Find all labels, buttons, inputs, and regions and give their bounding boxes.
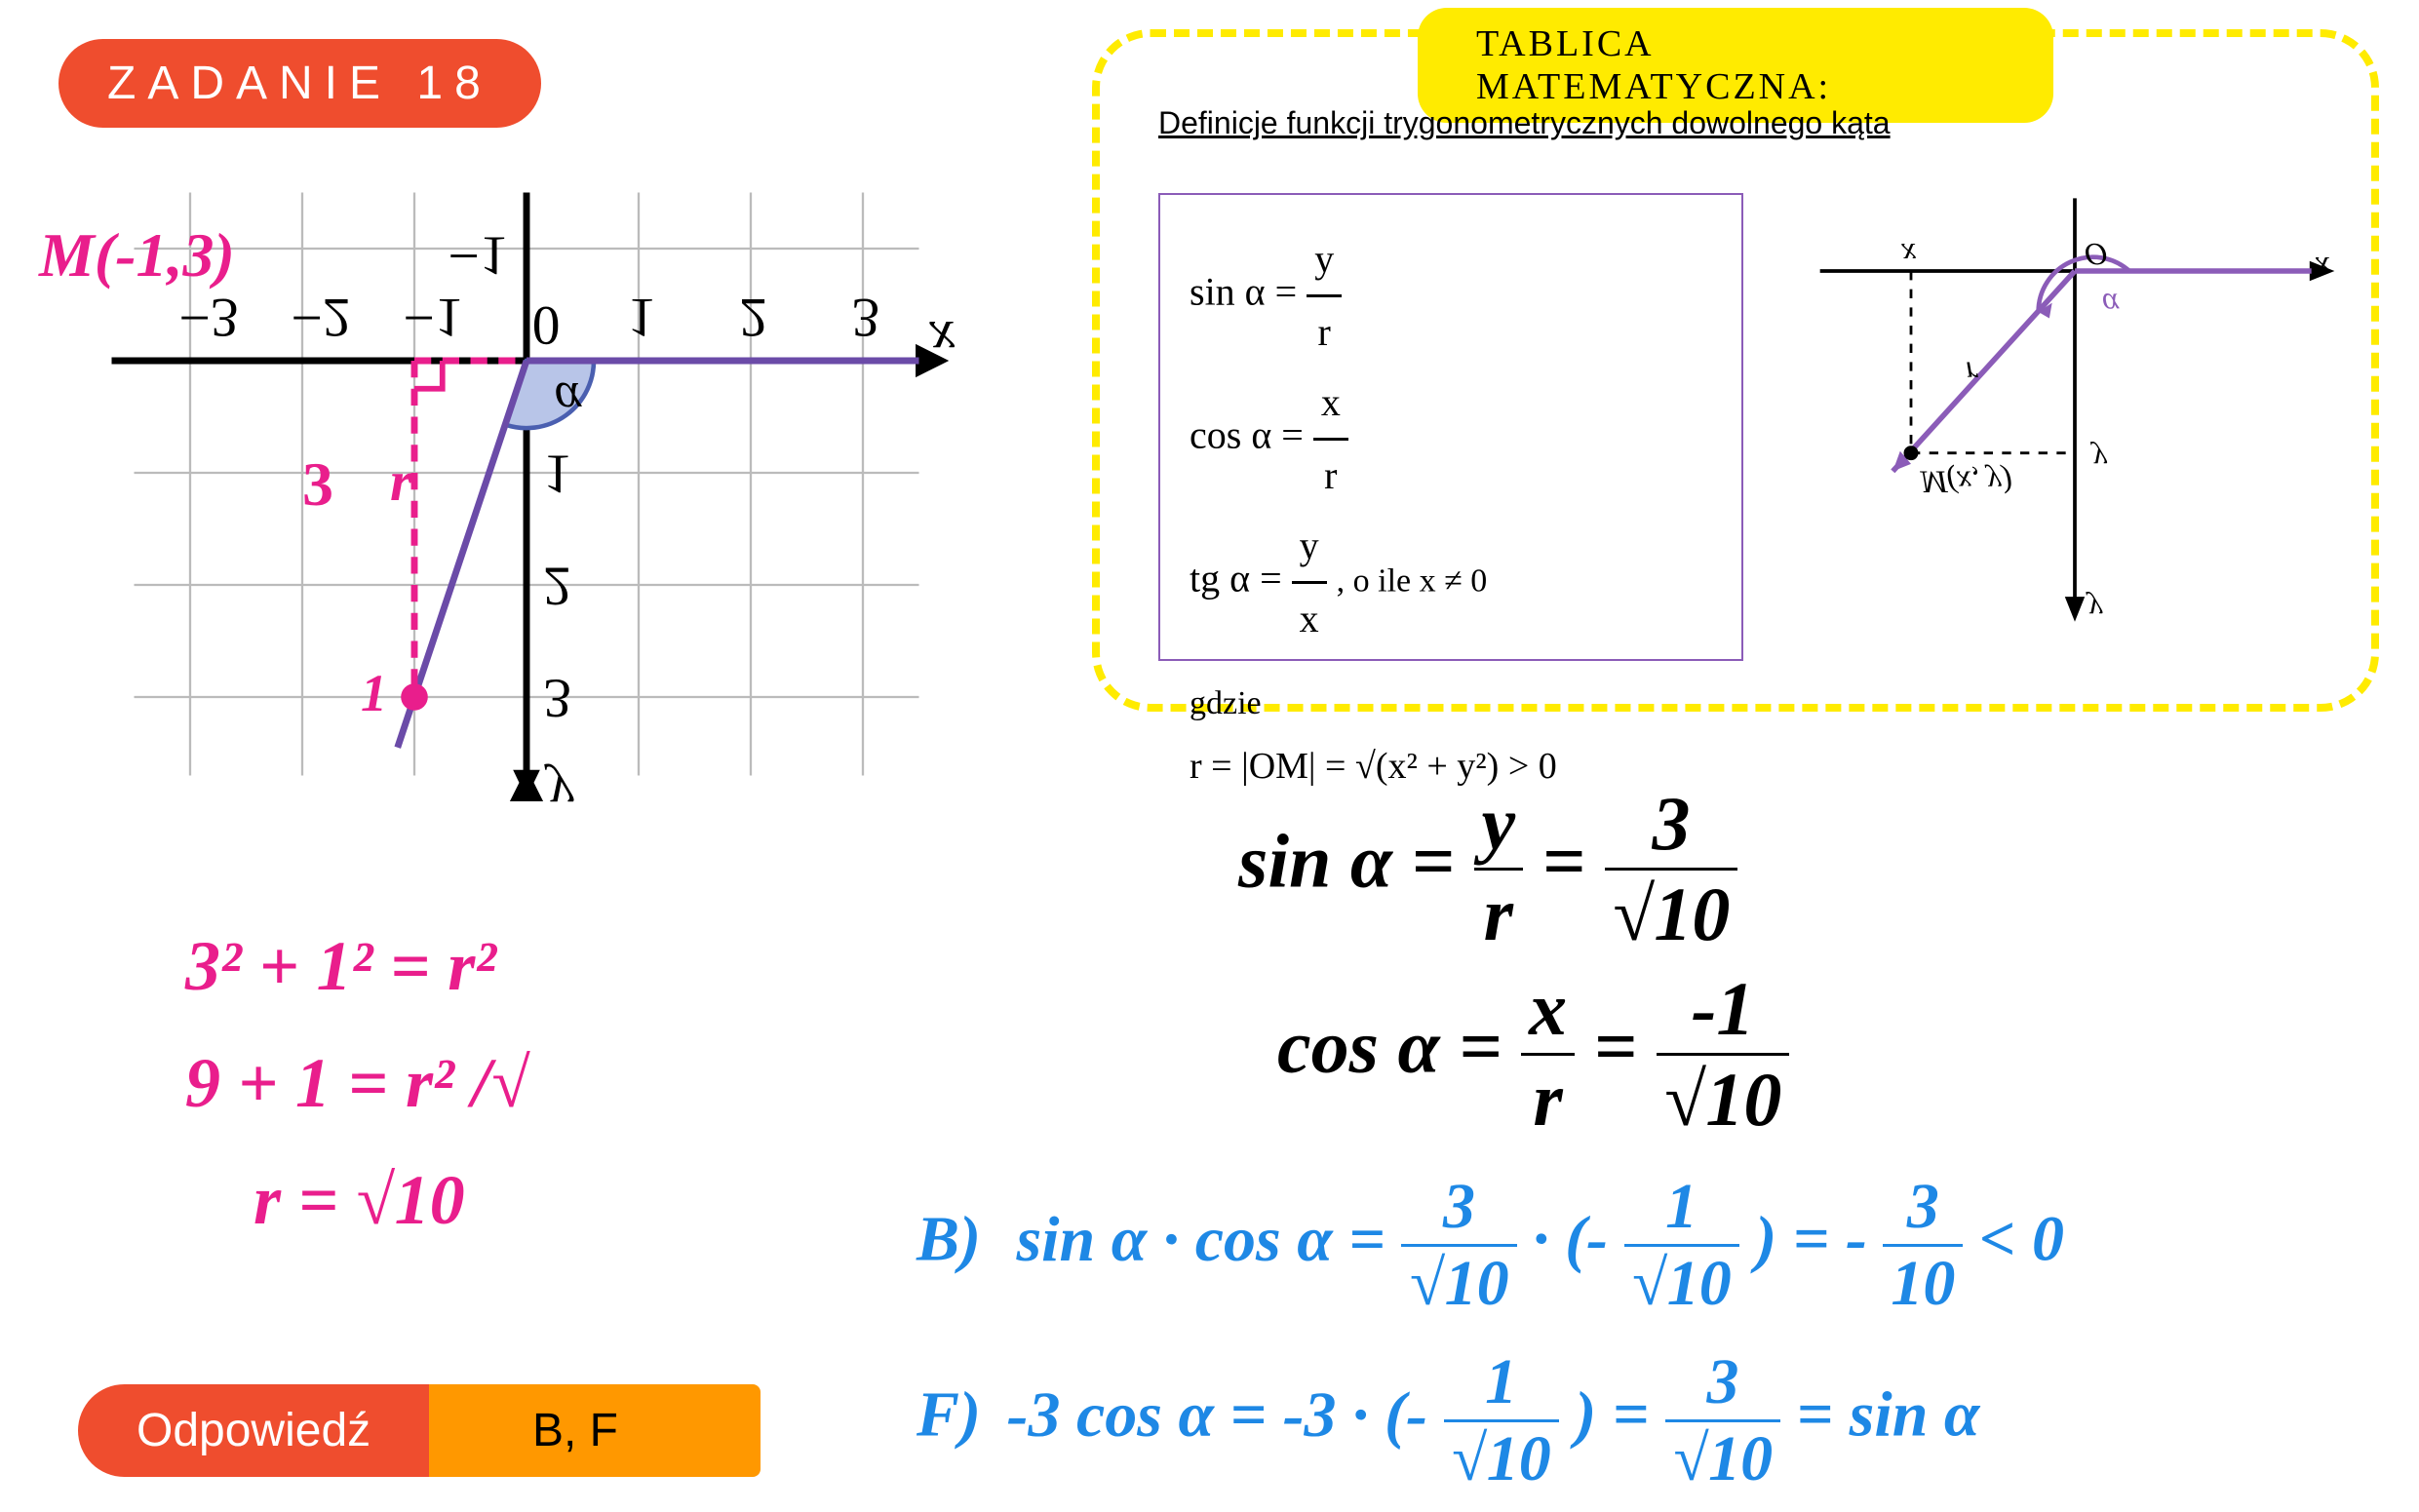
cos-calc: cos α = xr = -1√10 <box>1277 965 1789 1144</box>
svg-text:y: y <box>2090 441 2108 476</box>
svg-text:r: r <box>1966 354 1978 389</box>
blue-B: B) sin α · cos α = 3√10 · (- 1√10 ) = - … <box>917 1170 2064 1321</box>
svg-text:−1: −1 <box>449 225 508 287</box>
task-badge: ZADANIE 18 <box>59 39 541 128</box>
pink-line1: 3² + 1² = r² <box>185 926 496 1007</box>
tg-formula: tg α = yx , o ile x ≠ 0 <box>1190 511 1712 654</box>
r-label: r <box>390 448 412 514</box>
svg-text:−3: −3 <box>179 287 239 348</box>
svg-text:O: O <box>2084 236 2107 271</box>
reference-box: TABLICA MATEMATYCZNA: Definicje funkcji … <box>1092 29 2379 712</box>
sin-formula: sin α = yr <box>1190 224 1712 368</box>
svg-text:1: 1 <box>543 444 571 505</box>
svg-text:1: 1 <box>628 287 656 348</box>
svg-text:y: y <box>2086 591 2103 626</box>
ref-diagram: M(x, y) r α O x y x y <box>1802 135 2348 680</box>
sin-calc: sin α = yr = 3√10 <box>1238 780 1737 958</box>
svg-text:y: y <box>544 763 574 825</box>
svg-text:x: x <box>2315 250 2330 285</box>
gdzie: gdzie <box>1190 674 1712 733</box>
svg-text:2: 2 <box>740 287 768 348</box>
svg-text:2: 2 <box>543 556 571 617</box>
pink-line3: r = √10 <box>254 1160 465 1241</box>
svg-text:0: 0 <box>532 294 561 356</box>
neg-one-label: 1 <box>361 663 387 723</box>
svg-text:−2: −2 <box>292 287 351 348</box>
svg-text:x: x <box>1901 236 1917 271</box>
svg-text:α: α <box>555 371 583 427</box>
pink-line2: 9 + 1 = r² /√ <box>185 1043 529 1124</box>
svg-text:3: 3 <box>852 287 880 348</box>
point-label: M(-1,3) <box>39 219 235 291</box>
svg-text:α: α <box>2102 286 2120 321</box>
side-3: 3 <box>302 448 333 521</box>
svg-text:x: x <box>929 309 956 370</box>
ref-subtitle: Definicje funkcji trygonometrycznych dow… <box>1158 105 1891 141</box>
answer-label: Odpowiedź <box>78 1384 429 1477</box>
formula-box: sin α = yr cos α = xr tg α = yx , o ile … <box>1158 193 1743 661</box>
blue-F: F) -3 cos α = -3 · (- 1√10 ) = 3√10 = si… <box>917 1345 1979 1496</box>
cos-formula: cos α = xr <box>1190 368 1712 511</box>
svg-text:−1: −1 <box>404 287 463 348</box>
svg-text:3: 3 <box>543 668 571 729</box>
svg-text:M(x, y): M(x, y) <box>1919 463 2011 498</box>
